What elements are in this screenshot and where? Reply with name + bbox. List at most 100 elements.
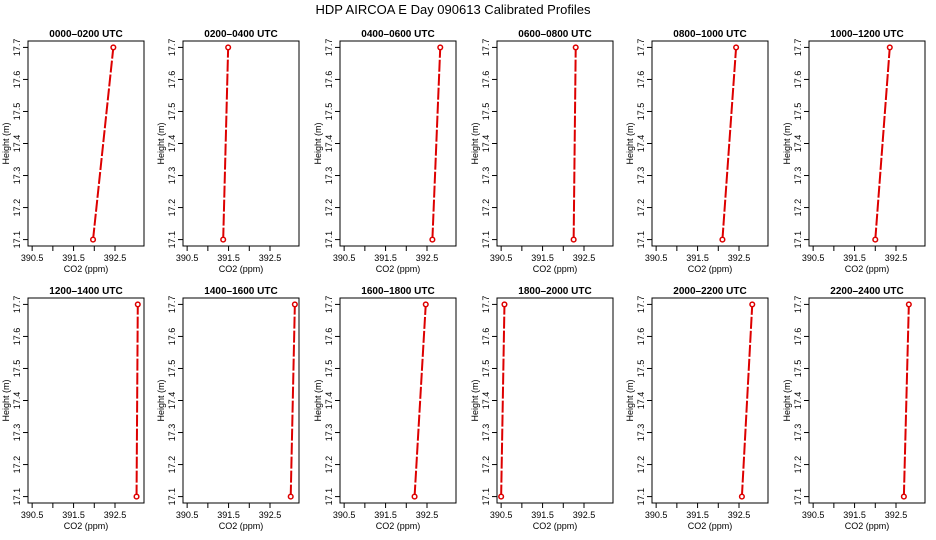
y-tick-label: 17.4 bbox=[12, 392, 22, 410]
x-axis-label: CO2 (ppm) bbox=[219, 521, 264, 531]
y-tick-label: 17.6 bbox=[481, 328, 491, 346]
y-axis-label: Height (m) bbox=[1, 122, 11, 164]
x-tick-label: 390.5 bbox=[645, 510, 668, 520]
plot-frame bbox=[651, 40, 769, 247]
y-tick-label: 17.4 bbox=[167, 135, 177, 153]
y-tick-label: 17.1 bbox=[167, 231, 177, 249]
data-point bbox=[498, 493, 505, 500]
y-tick-label: 17.1 bbox=[481, 488, 491, 506]
series-line bbox=[222, 47, 230, 240]
y-tick-label: 17.5 bbox=[324, 103, 334, 121]
plot-frame bbox=[27, 40, 145, 247]
y-tick-label: 17.2 bbox=[12, 199, 22, 217]
y-tick-label: 17.3 bbox=[793, 424, 803, 442]
y-tick-label: 17.4 bbox=[481, 392, 491, 410]
y-axis-label: Height (m) bbox=[1, 379, 11, 421]
data-point bbox=[89, 236, 97, 243]
y-tick-label: 17.2 bbox=[636, 199, 646, 217]
y-tick-label: 17.1 bbox=[481, 231, 491, 249]
data-point bbox=[287, 493, 294, 500]
y-axis-label: Height (m) bbox=[470, 122, 480, 164]
panel-title: 0600–0800 UTC bbox=[518, 29, 591, 40]
x-tick-label: 391.5 bbox=[843, 253, 866, 263]
x-tick-label: 391.5 bbox=[217, 253, 240, 263]
x-tick-label: 392.5 bbox=[573, 253, 596, 263]
x-axis-label: CO2 (ppm) bbox=[688, 521, 733, 531]
y-tick-label: 17.3 bbox=[12, 167, 22, 185]
y-tick-label: 17.3 bbox=[167, 424, 177, 442]
y-tick-label: 17.7 bbox=[636, 39, 646, 57]
panel-title: 0000–0200 UTC bbox=[49, 29, 122, 40]
y-tick-label: 17.5 bbox=[12, 360, 22, 378]
data-point bbox=[570, 236, 577, 243]
x-axis-label: CO2 (ppm) bbox=[845, 521, 890, 531]
y-tick-label: 17.4 bbox=[793, 392, 803, 410]
y-tick-label: 17.7 bbox=[793, 296, 803, 314]
x-tick-label: 390.5 bbox=[802, 510, 825, 520]
data-point bbox=[422, 301, 429, 308]
y-tick-label: 17.2 bbox=[481, 456, 491, 474]
series-line bbox=[874, 47, 891, 240]
plot-frame bbox=[808, 297, 926, 504]
data-point bbox=[220, 236, 227, 243]
x-tick-label: 391.5 bbox=[374, 510, 397, 520]
plot-frame bbox=[339, 40, 457, 247]
series-line bbox=[413, 304, 427, 497]
y-tick-label: 17.1 bbox=[636, 231, 646, 249]
y-tick-label: 17.6 bbox=[481, 71, 491, 89]
y-tick-label: 17.5 bbox=[481, 360, 491, 378]
x-axis-label: CO2 (ppm) bbox=[688, 264, 733, 274]
y-tick-label: 17.6 bbox=[793, 71, 803, 89]
plot-frame bbox=[27, 297, 145, 504]
y-tick-label: 17.1 bbox=[12, 231, 22, 249]
y-tick-label: 17.3 bbox=[12, 424, 22, 442]
x-tick-label: 390.5 bbox=[176, 510, 199, 520]
x-tick-label: 390.5 bbox=[490, 253, 513, 263]
x-tick-label: 392.5 bbox=[728, 253, 751, 263]
y-tick-label: 17.7 bbox=[167, 296, 177, 314]
data-point bbox=[437, 44, 444, 51]
data-point bbox=[905, 301, 912, 308]
y-tick-label: 17.1 bbox=[793, 488, 803, 506]
y-tick-label: 17.2 bbox=[793, 456, 803, 474]
data-point bbox=[133, 493, 140, 500]
x-tick-label: 391.5 bbox=[686, 253, 709, 263]
y-tick-label: 17.2 bbox=[793, 199, 803, 217]
x-axis-label: CO2 (ppm) bbox=[64, 521, 109, 531]
x-tick-label: 391.5 bbox=[531, 510, 554, 520]
x-tick-label: 392.5 bbox=[728, 510, 751, 520]
y-tick-label: 17.6 bbox=[793, 328, 803, 346]
y-tick-label: 17.3 bbox=[636, 424, 646, 442]
y-tick-label: 17.6 bbox=[167, 71, 177, 89]
data-point bbox=[900, 493, 907, 500]
y-tick-label: 17.6 bbox=[324, 328, 334, 346]
x-tick-label: 391.5 bbox=[686, 510, 709, 520]
data-point bbox=[738, 493, 745, 500]
y-tick-label: 17.4 bbox=[793, 135, 803, 153]
y-tick-label: 17.1 bbox=[793, 231, 803, 249]
y-tick-label: 17.6 bbox=[636, 71, 646, 89]
y-tick-label: 17.4 bbox=[324, 135, 334, 153]
data-point bbox=[411, 493, 418, 500]
x-tick-label: 392.5 bbox=[416, 510, 439, 520]
data-point bbox=[572, 44, 579, 51]
panel-title: 1200–1400 UTC bbox=[49, 286, 122, 297]
y-axis-label: Height (m) bbox=[470, 379, 480, 421]
plot-frame bbox=[808, 40, 926, 247]
x-tick-label: 392.5 bbox=[416, 253, 439, 263]
plot-frame bbox=[182, 40, 300, 247]
y-tick-label: 17.4 bbox=[636, 135, 646, 153]
x-tick-label: 390.5 bbox=[176, 253, 199, 263]
y-tick-label: 17.7 bbox=[481, 39, 491, 57]
y-tick-label: 17.4 bbox=[324, 392, 334, 410]
x-axis-label: CO2 (ppm) bbox=[533, 264, 578, 274]
x-axis-label: CO2 (ppm) bbox=[376, 521, 421, 531]
data-point bbox=[733, 44, 740, 51]
series-line bbox=[500, 304, 506, 497]
